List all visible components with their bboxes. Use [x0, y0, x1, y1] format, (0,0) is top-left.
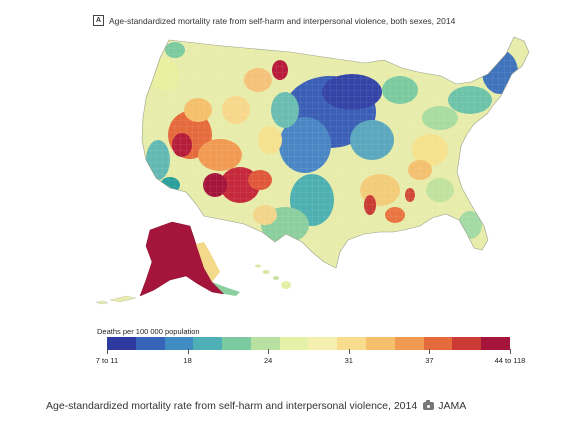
legend-label: 18 — [183, 356, 192, 365]
legend-swatch — [337, 337, 367, 350]
map-figure: A Age-standardized mortality rate from s… — [0, 15, 584, 368]
alaska-region — [95, 221, 240, 305]
legend-tick — [107, 349, 108, 354]
legend-label: 44 to 118 — [494, 356, 526, 365]
legend-swatch — [481, 337, 510, 350]
map-title: Age-standardized mortality rate from sel… — [109, 15, 456, 26]
legend-label: 24 — [264, 356, 273, 365]
legend-label: 31 — [344, 356, 353, 365]
legend-swatch — [279, 337, 309, 350]
legend-label: 7 to 11 — [95, 356, 119, 365]
hawaii-region — [255, 264, 291, 289]
legend-swatch — [394, 337, 424, 350]
legend-ticks — [107, 349, 511, 355]
legend-tick — [429, 349, 431, 354]
legend-tick — [187, 349, 189, 354]
legend-swatch — [250, 337, 280, 350]
legend-swatch — [135, 337, 165, 350]
choropleth-map — [95, 36, 530, 305]
legend-swatch — [452, 337, 482, 350]
legend-tick — [510, 349, 511, 354]
legend-swatch — [193, 337, 223, 350]
caption-source: JAMA — [438, 400, 467, 412]
legend-labels: 7 to 11 18 24 31 37 44 to 118 — [0, 356, 584, 368]
camera-icon — [423, 400, 435, 410]
legend-label: 37 — [425, 356, 434, 365]
panel-letter: A — [93, 15, 104, 26]
legend-swatch — [308, 337, 338, 350]
legend-swatch — [222, 337, 251, 350]
legend-swatch — [366, 337, 395, 350]
legend-swatch — [164, 337, 194, 350]
caption-text: Age-standardized mortality rate from sel… — [46, 400, 418, 412]
legend-tick — [348, 349, 350, 354]
legend-color-bar — [107, 337, 510, 350]
legend-swatch — [423, 337, 453, 350]
panel-title: A Age-standardized mortality rate from s… — [93, 15, 455, 26]
legend-title: Deaths per 100 000 population — [97, 327, 200, 336]
legend-swatch — [107, 337, 136, 350]
legend-tick — [268, 349, 270, 354]
figure-caption: Age-standardized mortality rate from sel… — [46, 400, 466, 412]
